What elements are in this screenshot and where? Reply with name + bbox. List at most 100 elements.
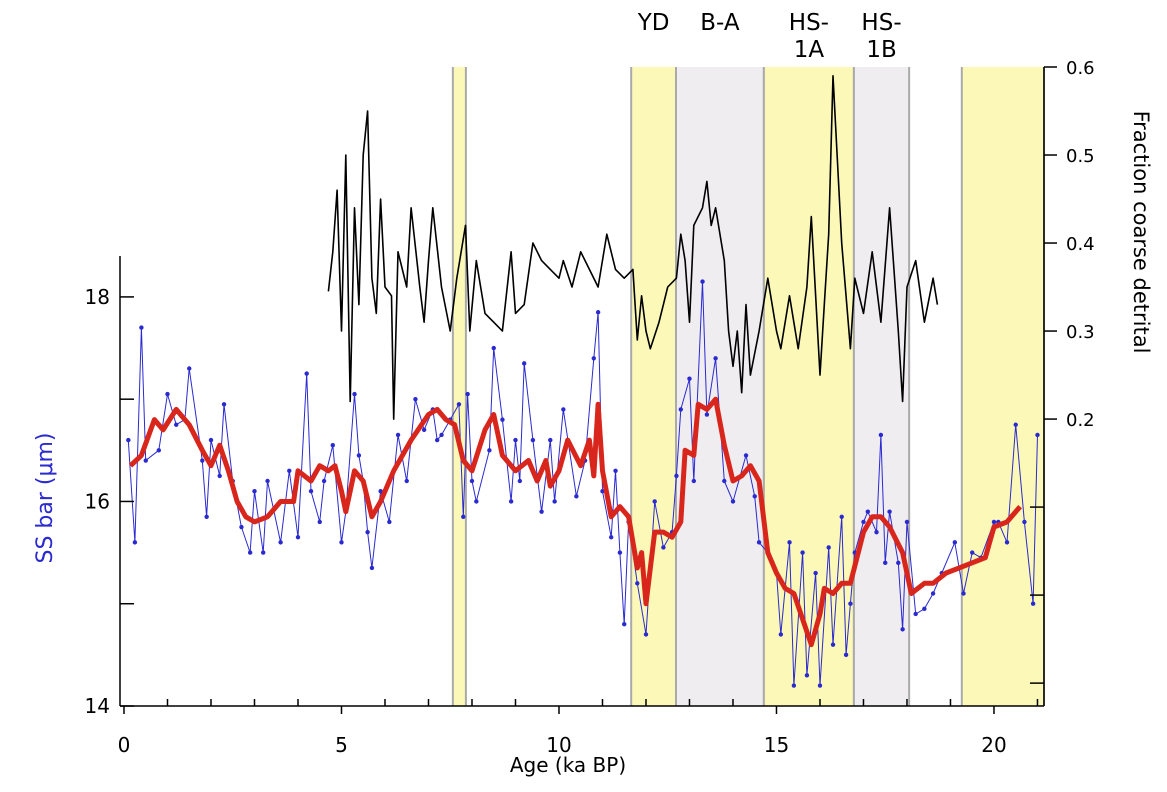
data-point — [165, 391, 170, 397]
data-point — [1022, 519, 1027, 525]
shaded-band — [763, 67, 854, 706]
data-point — [465, 391, 470, 397]
data-point — [173, 422, 179, 427]
data-point — [521, 361, 527, 366]
data-point — [661, 545, 666, 550]
y2-tick-label: 0.4 — [1066, 234, 1095, 255]
series-line — [127, 281, 1038, 686]
data-point — [260, 550, 266, 555]
data-point — [474, 499, 479, 504]
data-point — [900, 627, 905, 632]
data-point — [617, 550, 623, 555]
data-point — [635, 581, 640, 586]
data-point — [508, 499, 514, 504]
data-point — [513, 437, 518, 443]
y2-tick-label: 0.2 — [1066, 410, 1095, 431]
data-point — [595, 310, 601, 315]
x-tick-label: 20 — [981, 733, 1006, 757]
y-axis-title: SS bar (μm) — [33, 432, 58, 563]
data-point — [265, 478, 270, 484]
data-point — [487, 448, 492, 453]
data-point — [674, 473, 679, 479]
data-point — [247, 550, 253, 555]
data-point — [356, 453, 362, 458]
data-point — [713, 356, 718, 361]
data-point — [608, 535, 614, 540]
data-point — [548, 437, 553, 443]
data-point — [530, 437, 536, 443]
data-point — [878, 432, 884, 438]
shaded-band — [676, 67, 764, 706]
data-point — [600, 489, 605, 494]
band-label: 1A — [794, 37, 825, 63]
data-point — [252, 489, 257, 494]
data-point — [922, 606, 927, 612]
data-point — [200, 458, 205, 463]
data-point — [439, 432, 444, 438]
data-point — [591, 356, 596, 361]
data-point — [1013, 422, 1018, 427]
data-point — [961, 591, 966, 596]
data-point — [421, 427, 427, 433]
data-point — [652, 499, 657, 504]
data-point — [1035, 432, 1040, 438]
data-point — [126, 437, 131, 443]
data-point — [704, 412, 710, 417]
shaded-band — [452, 67, 466, 706]
band-label: 1B — [866, 37, 896, 63]
data-point — [139, 325, 144, 330]
data-point — [287, 468, 292, 473]
data-point — [804, 673, 810, 678]
data-point — [991, 519, 997, 525]
data-point — [239, 524, 244, 530]
shaded-band — [853, 67, 910, 706]
series-line — [128, 396, 1022, 648]
x-tick-label: 5 — [335, 733, 348, 757]
data-point — [413, 396, 418, 402]
bands — [451, 67, 1045, 706]
data-point — [552, 499, 557, 504]
data-point — [787, 540, 792, 545]
data-point — [295, 535, 301, 540]
data-point — [434, 437, 440, 443]
data-point — [500, 417, 505, 422]
y2-tick-label: 0.5 — [1066, 146, 1095, 167]
data-point — [622, 621, 627, 627]
data-point — [221, 402, 227, 407]
data-point — [883, 560, 888, 566]
data-point — [491, 345, 496, 351]
data-point — [517, 478, 523, 484]
data-point — [752, 494, 757, 499]
data-point — [913, 611, 918, 617]
data-point — [826, 545, 831, 550]
data-point — [730, 499, 736, 504]
data-point — [387, 519, 392, 525]
data-point — [561, 407, 566, 412]
data-point — [687, 376, 692, 381]
data-point — [330, 443, 335, 448]
data-point — [308, 489, 314, 494]
data-point — [952, 540, 958, 545]
data-point — [1030, 601, 1036, 606]
data-point — [722, 478, 727, 484]
data-point — [574, 494, 579, 499]
data-point — [208, 437, 214, 443]
x-axis-title: Age (ka BP) — [510, 753, 626, 777]
data-point — [848, 601, 853, 606]
x-tick-label: 0 — [118, 733, 131, 757]
series-line — [327, 75, 939, 420]
shaded-band — [961, 67, 1044, 706]
y-tick-label: 14 — [85, 694, 110, 718]
band-label: B-A — [700, 10, 740, 36]
data-point — [970, 550, 975, 555]
y2-tick-label: 0.3 — [1066, 322, 1095, 343]
band-label: YD — [637, 10, 670, 36]
data-point — [865, 509, 871, 514]
y2-tick-label: 0.6 — [1066, 58, 1095, 79]
data-point — [304, 371, 309, 376]
data-point — [339, 540, 344, 545]
shaded-band — [631, 67, 676, 706]
data-point — [143, 458, 148, 463]
data-point — [691, 478, 697, 484]
